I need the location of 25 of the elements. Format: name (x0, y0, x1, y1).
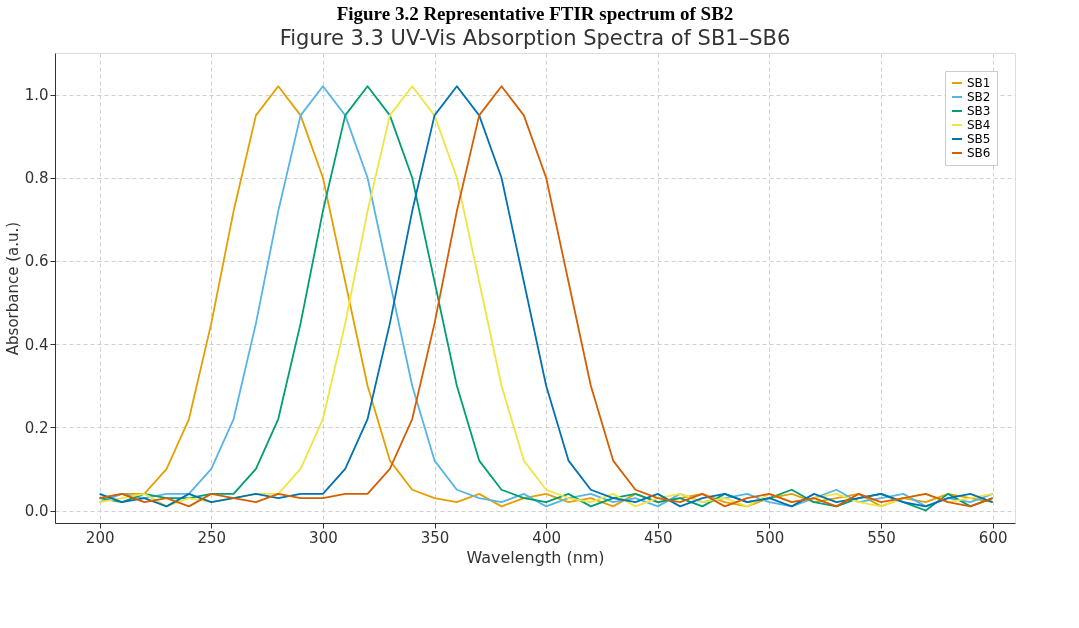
legend-label: SB1 (967, 76, 991, 90)
x-tick-label: 600 (978, 528, 1008, 547)
y-tick-label: 0.8 (24, 169, 49, 188)
x-tick-label: 200 (85, 528, 115, 547)
x-tick-label: 550 (867, 528, 896, 547)
y-tick-label: 0.6 (24, 252, 49, 271)
y-tick-label: 0.0 (24, 502, 49, 521)
x-tick-label: 500 (755, 528, 785, 547)
legend-label: SB2 (967, 90, 991, 104)
x-tick-label: 250 (197, 528, 227, 547)
x-tick-label: 350 (420, 528, 450, 547)
chart-title: Figure 3.2 Representative FTIR spectrum of SB2 (336, 3, 734, 24)
x-tick-label: 450 (643, 528, 673, 547)
y-tick-label: 0.4 (24, 335, 49, 354)
legend-label: SB4 (967, 118, 991, 132)
x-tick-label: 300 (309, 528, 338, 547)
legend-label: SB5 (967, 132, 991, 146)
legend-label: SB6 (967, 146, 991, 160)
y-tick-label: 1.0 (24, 86, 49, 105)
chart-subtitle: Figure 3.3 UV-Vis Absorption Spectra of SB1–SB6 (279, 26, 791, 50)
legend-label: SB3 (967, 104, 991, 118)
y-axis-title: Absorbance (a.u.) (3, 221, 22, 356)
x-axis-title: Wavelength (nm) (466, 547, 605, 567)
y-tick-label: 0.2 (24, 418, 49, 437)
x-tick-label: 400 (532, 528, 561, 547)
